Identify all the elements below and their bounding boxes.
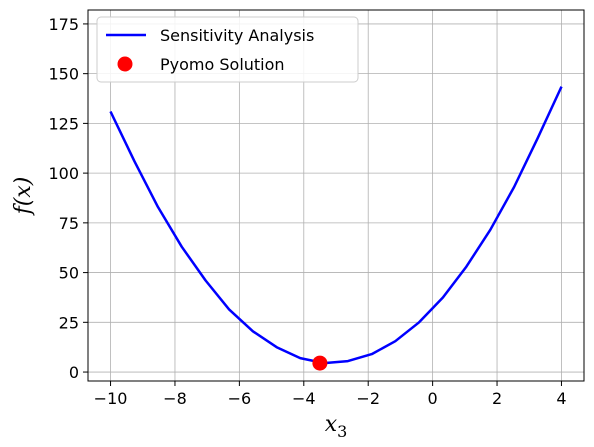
x-tick-label: 2 <box>492 389 502 408</box>
y-tick-label: 75 <box>59 214 79 233</box>
legend-entry-sensitivity-analysis: Sensitivity Analysis <box>160 26 314 45</box>
x-tick-label: −6 <box>228 389 252 408</box>
x-tick-label: 0 <box>428 389 438 408</box>
y-tick-label: 100 <box>48 164 79 183</box>
y-tick-label: 175 <box>48 15 79 34</box>
legend-box <box>96 16 359 83</box>
pyomo-solution-point <box>312 355 328 371</box>
x-axis-label: x3 <box>325 412 348 441</box>
y-tick-label: 0 <box>69 363 79 382</box>
y-tick-label: 50 <box>59 264 79 283</box>
y-tick-label: 150 <box>48 65 79 84</box>
y-axis-ticks: 0 25 50 75 100 125 150 175 <box>48 15 88 382</box>
legend-point-swatch <box>117 56 133 72</box>
x-axis-ticks: −10 −8 −6 −4 −2 0 2 4 <box>94 381 567 408</box>
x-axis-label-main: x <box>325 412 338 437</box>
x-tick-label: −4 <box>292 389 316 408</box>
x-tick-label: −8 <box>163 389 187 408</box>
x-tick-label: −10 <box>94 389 128 408</box>
grid-lines <box>88 10 584 381</box>
plot-frame <box>87 9 585 382</box>
x-tick-label: −2 <box>356 389 380 408</box>
legend-entry-pyomo-solution: Pyomo Solution <box>160 55 285 74</box>
x-tick-label: 4 <box>556 389 566 408</box>
sensitivity-analysis-line <box>109 86 563 365</box>
series-layer <box>109 86 563 371</box>
legend: Sensitivity Analysis Pyomo Solution <box>96 16 359 83</box>
y-axis-label: f(x) <box>11 177 36 217</box>
y-tick-label: 25 <box>59 313 79 332</box>
x-axis-label-subscript: 3 <box>337 422 347 441</box>
y-tick-label: 125 <box>48 114 79 133</box>
